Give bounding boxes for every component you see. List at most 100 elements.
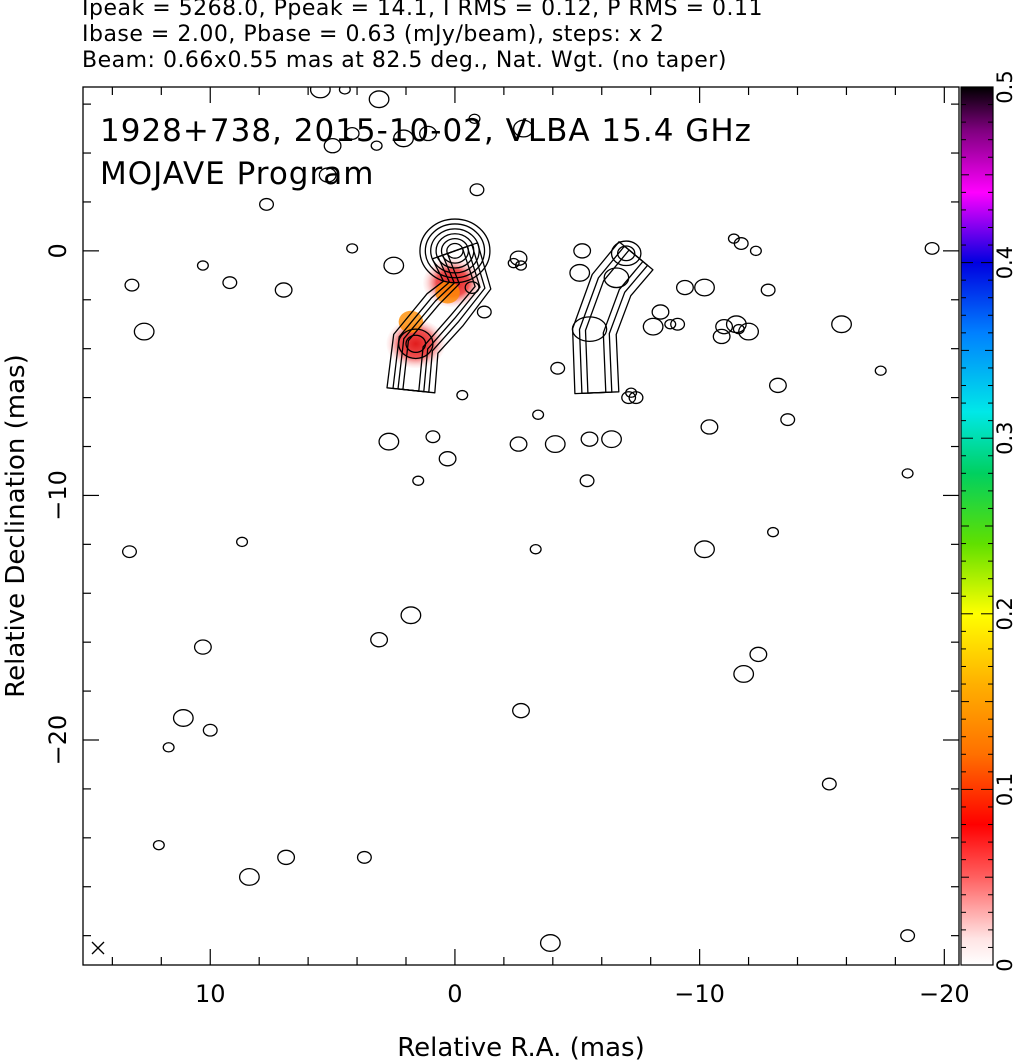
colorbar-label: 0 (993, 958, 1017, 971)
noise-contour (675, 279, 694, 296)
noise-contour (700, 419, 719, 435)
noise-contour (468, 113, 481, 125)
noise-contour (193, 639, 212, 655)
noise-contour (664, 319, 677, 330)
noise-contour (727, 233, 740, 244)
noise-contour (900, 929, 916, 943)
noise-contour (512, 702, 530, 719)
y-axis-label: Relative Declination (mas) (1, 354, 31, 697)
noise-contour (356, 850, 372, 864)
noise-contour (172, 709, 194, 727)
x-tick-label: −20 (919, 980, 970, 1008)
x-tick-label: −10 (674, 980, 725, 1008)
noise-contour (621, 391, 637, 405)
counter-jet-contour (578, 245, 649, 394)
jet-contour (392, 244, 486, 393)
core-contour (424, 223, 486, 279)
noise-contour (760, 283, 776, 297)
chart-title: 1928+738, 2015-10-02, VLBA 15.4 GHz (100, 113, 752, 149)
jet-knot-contour (398, 328, 434, 360)
noise-contour (476, 305, 492, 319)
noise-contour (236, 536, 249, 548)
header-line-2: Ibase = 2.00, Pbase = 0.63 (mJy/beam), s… (82, 22, 665, 47)
x-tick-label: 10 (195, 980, 226, 1008)
noise-contour (346, 243, 359, 254)
noise-contour (419, 125, 437, 142)
noise-contour (507, 257, 520, 269)
noise-contour (532, 409, 545, 420)
noise-contour (831, 315, 852, 334)
noise-contour (749, 245, 762, 257)
noise-contour (277, 849, 296, 866)
noise-contour (901, 468, 914, 479)
x-tick-label: 0 (447, 980, 462, 1008)
noise-contour (514, 260, 528, 271)
plot-frame (82, 86, 960, 966)
x-axis-label: Relative R.A. (mas) (397, 1033, 644, 1061)
noise-contour (383, 256, 405, 275)
jet-knot-contour (405, 334, 427, 354)
noise-contour (323, 137, 342, 154)
colorbar-ticks (961, 86, 993, 966)
noise-contour (874, 365, 887, 376)
counter-jet-knot-contour (603, 267, 630, 289)
colorbar-label: 0.4 (993, 246, 1017, 279)
noise-contour (338, 87, 351, 95)
noise-contour (529, 544, 542, 555)
chart-subtitle: MOJAVE Program (100, 156, 374, 192)
noise-contour (580, 431, 599, 447)
noise-contour (768, 377, 787, 394)
noise-contour (601, 430, 622, 449)
noise-contour (378, 432, 400, 451)
noise-contour (259, 197, 275, 211)
noise-contour (274, 282, 293, 298)
noise-contour (738, 322, 760, 341)
noise-contour (370, 632, 389, 648)
noise-contour (222, 276, 238, 290)
noise-contour (162, 742, 175, 753)
noise-contour (712, 328, 731, 345)
jet-contour (402, 247, 476, 392)
noise-contour (767, 526, 780, 538)
beam-marker (91, 941, 105, 955)
noise-contour (124, 278, 140, 292)
jet-contour (397, 245, 481, 393)
y-tick-label: −20 (44, 715, 72, 766)
noise-contour (780, 413, 796, 427)
noise-contour (464, 281, 480, 295)
colorbar-label: 0.1 (993, 773, 1017, 806)
header-line-3: Beam: 0.66x0.55 mas at 82.5 deg., Nat. W… (82, 48, 727, 73)
noise-contour (749, 646, 768, 663)
noise-contour (573, 243, 592, 259)
noise-contour (400, 606, 422, 625)
noise-contour (456, 389, 469, 401)
noise-contour (368, 90, 390, 109)
noise-contour (924, 241, 940, 255)
noise-contour (694, 540, 715, 559)
axis-tick-labels: 10 0 −10 −20 0 −10 −20 (44, 243, 970, 1008)
colorbar-label: 0.5 (993, 70, 1017, 103)
counter-jet-knot-contour (617, 245, 636, 262)
noise-contour (469, 183, 485, 197)
polarization-blob (435, 281, 460, 304)
noise-contour (651, 304, 670, 320)
noise-contour (152, 839, 165, 851)
noise-contour (318, 167, 337, 183)
noise-contour (694, 278, 715, 297)
noise-contour (393, 129, 414, 148)
noise-contour (196, 260, 209, 271)
noise-contour (544, 435, 566, 454)
colorbar-label: 0.3 (993, 421, 1017, 454)
counter-jet-contour (584, 249, 644, 394)
noise-contour (628, 391, 644, 405)
noise-contour (133, 322, 155, 341)
core-contour (419, 218, 491, 284)
colorbar-label: 0.2 (993, 597, 1017, 630)
noise-contour (344, 126, 360, 140)
noise-contour (121, 545, 137, 559)
jet-contour (386, 242, 492, 394)
noise-contour (238, 867, 260, 886)
header-line-1: Ipeak = 5268.0, Ppeak = 14.1, I RMS = 0.… (82, 0, 763, 21)
counter-jet-knot-contour (571, 316, 608, 343)
noise-contour (509, 436, 528, 452)
